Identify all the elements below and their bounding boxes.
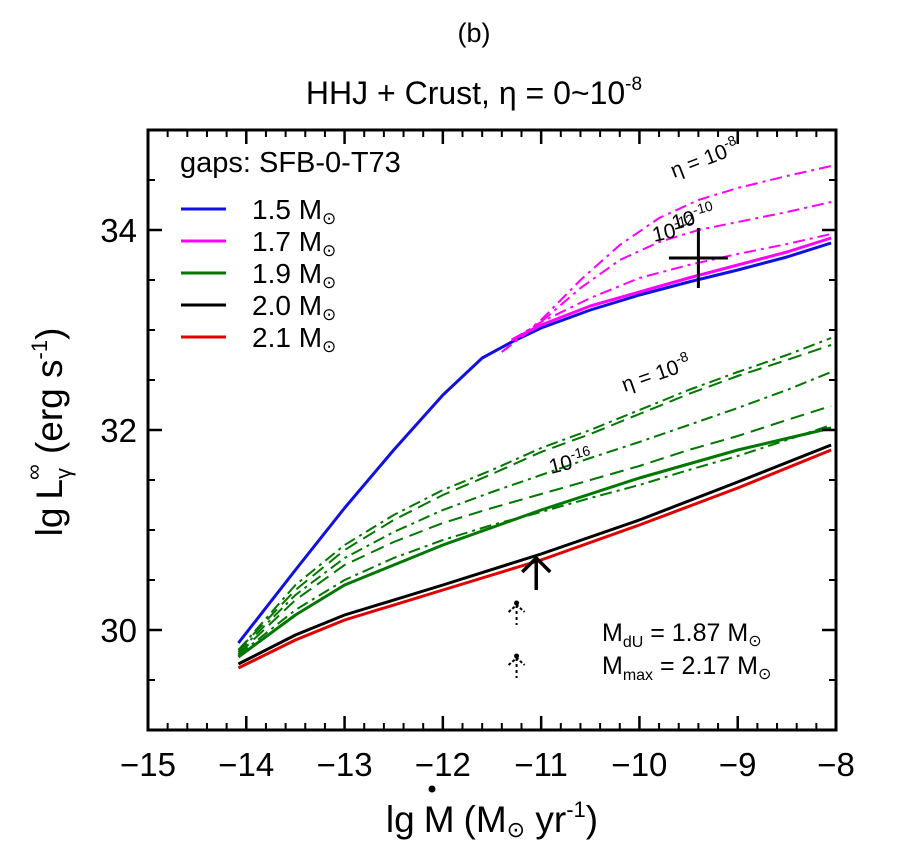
series-line-11 <box>237 443 832 666</box>
curve-label-base-3: η = 10 <box>619 356 682 397</box>
x-tick-label-7: −8 <box>817 746 855 783</box>
info-line-1: Mmax = 2.17 M⊙ <box>602 652 771 684</box>
curve-label-base-4: 10 <box>547 451 575 479</box>
series-line-8 <box>237 371 832 653</box>
info-sun-0: ⊙ <box>748 633 761 650</box>
series-line-4 <box>511 233 832 341</box>
y-tick-label-0: 30 <box>100 612 137 649</box>
legend-title: gaps: SFB-0-T73 <box>180 147 401 179</box>
legend-label-text-2: 1.9 M <box>252 258 322 289</box>
obs-point-2 <box>514 600 520 606</box>
curve-label-3: η = 10-8 <box>618 348 695 397</box>
y-label-lg: lg <box>29 508 70 537</box>
chart-title-main: HHJ + Crust, η = 0~10 <box>306 75 625 111</box>
y-label-symbol: L <box>29 479 70 500</box>
x-label-lg: lg <box>386 799 415 840</box>
y-label-exp: -1 <box>27 340 52 360</box>
series-line-0 <box>237 241 832 644</box>
observations-layer <box>507 228 728 678</box>
y-tick-label-2: 34 <box>100 212 137 249</box>
info-sub-0: dU <box>623 634 643 651</box>
legend-label-sun-4: ⊙ <box>322 337 336 356</box>
obs-dashed-head-2 <box>507 603 526 613</box>
legend: gaps: SFB-0-T73 1.5 M⊙1.7 M⊙1.9 M⊙2.0 M⊙… <box>180 147 401 356</box>
series-layer <box>237 165 832 670</box>
series-line-3 <box>501 201 832 353</box>
series-line-7 <box>237 344 832 651</box>
x-label-yr: yr <box>525 799 566 840</box>
legend-label-text-0: 1.5 M <box>252 194 322 225</box>
y-label-units: (erg s <box>29 359 70 464</box>
info-line-0: MdU = 1.87 M⊙ <box>602 619 762 651</box>
curve-label-base-2: 10 <box>650 219 678 247</box>
curve-label-base-0: η = 10 <box>667 140 730 183</box>
x-tick-label-3: −12 <box>415 746 471 783</box>
legend-label-text-3: 2.0 M <box>252 290 322 321</box>
legend-label-0: 1.5 M⊙ <box>252 194 336 228</box>
x-label-exp: -1 <box>566 797 586 822</box>
series-line-10 <box>237 424 832 656</box>
info-sub-1: max <box>623 667 653 684</box>
legend-label-2: 1.9 M⊙ <box>252 258 336 292</box>
legend-label-3: 2.0 M⊙ <box>252 290 336 324</box>
info-sun-1: ⊙ <box>758 666 771 683</box>
obs-dashed-head-3 <box>507 656 526 666</box>
curve-label-exp-3: -8 <box>673 348 690 367</box>
x-axis-label: lg M (M⊙ yr-1) <box>386 797 598 842</box>
legend-label-sun-3: ⊙ <box>322 305 336 324</box>
obs-point-3 <box>514 653 520 659</box>
legend-label-text-4: 2.1 M <box>252 322 322 353</box>
x-label-units: (M <box>464 799 507 840</box>
chart-title-exponent: -8 <box>625 74 642 95</box>
x-label-symbol: M <box>424 799 455 840</box>
legend-label-1: 1.7 M⊙ <box>252 226 336 260</box>
y-label-sup: ∞ <box>21 464 46 480</box>
x-tick-label-0: −15 <box>120 746 176 783</box>
axes-layer: −15 −14 −13 −12 −11 −10 −9 −8 30 32 34 <box>100 129 855 783</box>
info-var-1: M <box>602 652 623 680</box>
series-line-9 <box>237 405 832 655</box>
y-axis-label: lg Lγ ∞ (erg s-1) <box>21 328 76 537</box>
series-line-2 <box>501 165 832 353</box>
y-label-close: ) <box>29 328 70 340</box>
legend-label-sun-2: ⊙ <box>322 273 336 292</box>
legend-label-4: 2.1 M⊙ <box>252 322 336 356</box>
series-line-1 <box>511 236 832 342</box>
y-label-sub: γ <box>51 468 76 479</box>
series-line-6 <box>237 337 832 651</box>
x-tick-label-5: −10 <box>611 746 667 783</box>
info-box: MdU = 1.87 M⊙Mmax = 2.17 M⊙ <box>602 619 771 684</box>
panel-label: (b) <box>458 18 491 48</box>
series-line-5 <box>237 426 832 659</box>
curve-label-2: 10-12 <box>649 211 698 247</box>
curve-label-exp-0: -8 <box>721 132 739 151</box>
series-line-12 <box>237 448 832 670</box>
legend-label-sun-0: ⊙ <box>322 209 336 228</box>
x-tick-label-4: −11 <box>514 746 568 783</box>
curve-label-exp-1: -10 <box>691 197 715 218</box>
curve-label-exp-4: -16 <box>568 442 592 462</box>
info-value-0: = 1.87 M <box>643 619 748 647</box>
y-tick-label-1: 32 <box>100 412 137 449</box>
curve-label-0: η = 10-8 <box>666 132 743 183</box>
info-var-0: M <box>602 619 623 647</box>
legend-label-text-1: 1.7 M <box>252 226 322 257</box>
x-label-close: ) <box>586 799 598 840</box>
x-tick-label-2: −13 <box>317 746 373 783</box>
chart-title: HHJ + Crust, η = 0~10-8 <box>306 74 642 111</box>
curve-label-4: 10-16 <box>546 442 595 479</box>
legend-label-sun-1: ⊙ <box>322 241 336 260</box>
x-tick-label-1: −14 <box>218 746 274 783</box>
curve-label-exp-2: -12 <box>672 211 696 231</box>
obs-arrow-head-1 <box>520 555 552 574</box>
x-label-sun: ⊙ <box>507 817 525 842</box>
x-tick-label-6: −9 <box>719 746 757 783</box>
x-label-dot <box>428 785 436 793</box>
info-value-1: = 2.17 M <box>653 652 758 680</box>
